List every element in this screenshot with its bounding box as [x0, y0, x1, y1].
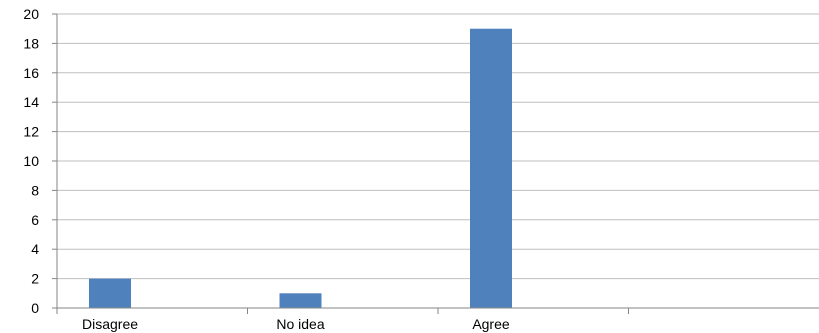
y-tick-label: 14 [23, 94, 39, 110]
bar-no-idea [280, 293, 322, 308]
x-category-label: No idea [276, 316, 324, 332]
bars [89, 29, 512, 308]
y-tick-label: 0 [31, 300, 39, 316]
y-tick-label: 6 [31, 212, 39, 228]
x-category-labels: Disagree No idea Agree [82, 316, 510, 332]
y-tick-label: 10 [23, 153, 39, 169]
x-category-label: Agree [472, 316, 510, 332]
y-tick-label: 18 [23, 35, 39, 51]
axes [52, 14, 819, 314]
y-tick-labels: 0 2 4 6 8 10 12 14 16 18 20 [23, 6, 39, 316]
y-tick-label: 12 [23, 124, 39, 140]
y-tick-label: 16 [23, 65, 39, 81]
y-tick-label: 2 [31, 271, 39, 287]
gridlines [57, 14, 819, 279]
bar-disagree [89, 279, 131, 308]
y-tick-label: 8 [31, 182, 39, 198]
bar-agree [470, 29, 512, 308]
y-tick-label: 20 [23, 6, 39, 22]
y-tick-label: 4 [31, 241, 39, 257]
x-category-label: Disagree [82, 316, 138, 332]
